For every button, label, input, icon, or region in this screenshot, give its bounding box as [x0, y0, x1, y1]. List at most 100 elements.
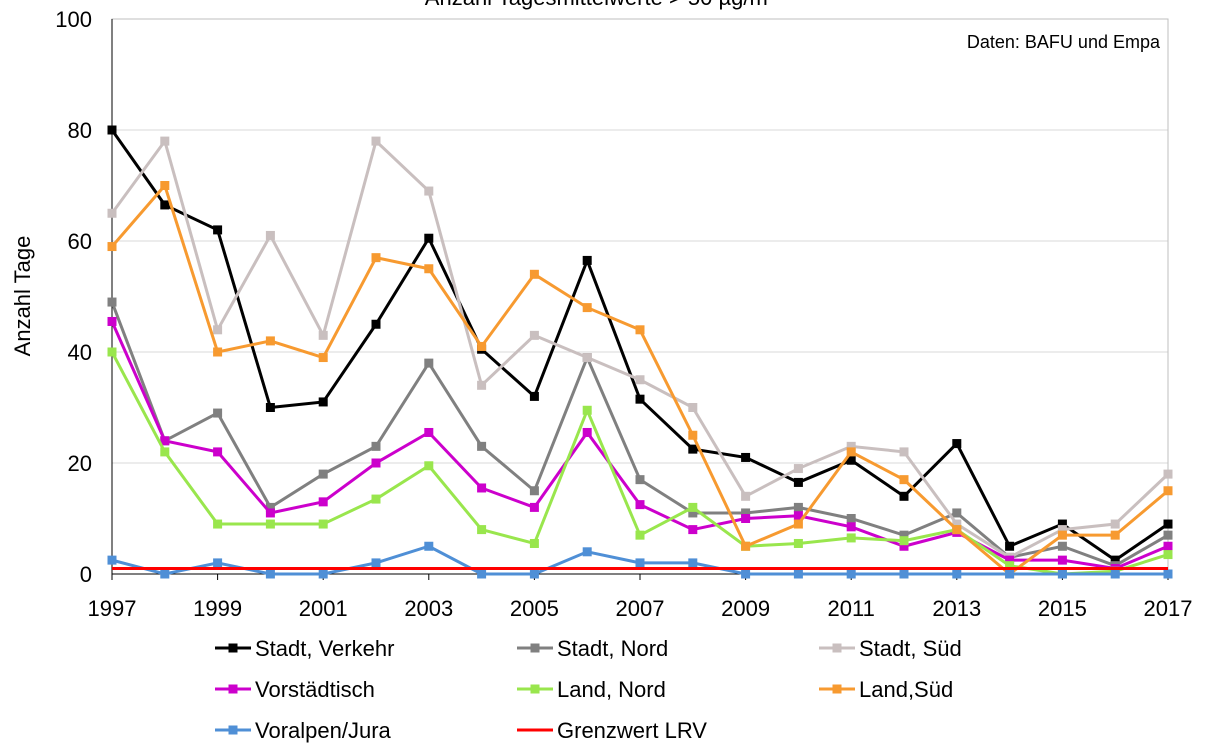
- data-point: [1163, 530, 1173, 540]
- data-point: [213, 519, 223, 529]
- data-point: [477, 441, 487, 451]
- x-tick-label: 2005: [510, 596, 559, 621]
- y-tick-label: 20: [68, 451, 92, 476]
- y-tick-label: 60: [68, 229, 92, 254]
- data-point: [213, 447, 223, 457]
- data-point: [582, 255, 592, 265]
- legend-marker: [228, 684, 238, 694]
- data-point: [741, 491, 751, 501]
- data-point: [1005, 569, 1015, 579]
- data-point: [952, 569, 962, 579]
- data-point: [1163, 469, 1173, 479]
- x-tick-label: 2015: [1038, 596, 1087, 621]
- legend-marker: [228, 643, 238, 653]
- data-point: [318, 497, 328, 507]
- data-point: [899, 530, 909, 540]
- chart-title: Anzahl Tagesmittelwerte > 50 µg/m³: [425, 0, 775, 10]
- data-point: [952, 525, 962, 535]
- x-tick-label: 2011: [828, 596, 875, 621]
- data-point: [318, 330, 328, 340]
- data-point: [1057, 519, 1067, 529]
- data-point: [213, 408, 223, 418]
- data-point: [1057, 569, 1067, 579]
- data-point: [846, 441, 856, 451]
- data-point: [793, 502, 803, 512]
- data-point: [899, 475, 909, 485]
- data-point: [1005, 561, 1015, 571]
- data-point: [371, 558, 381, 568]
- data-point: [582, 405, 592, 415]
- data-point: [160, 200, 170, 210]
- data-point: [424, 233, 434, 243]
- data-point: [793, 538, 803, 548]
- data-point: [424, 541, 434, 551]
- data-point: [582, 353, 592, 363]
- data-point: [424, 264, 434, 274]
- data-point: [107, 555, 117, 565]
- data-point: [582, 427, 592, 437]
- legend-marker: [832, 643, 842, 653]
- y-tick-label: 40: [68, 340, 92, 365]
- data-point: [213, 558, 223, 568]
- data-point: [688, 525, 698, 535]
- data-point: [635, 375, 645, 385]
- data-point: [107, 297, 117, 307]
- x-tick-label: 2009: [721, 596, 770, 621]
- data-point: [529, 391, 539, 401]
- data-point: [1110, 555, 1120, 565]
- data-point: [424, 461, 434, 471]
- data-point: [1110, 530, 1120, 540]
- data-point: [107, 208, 117, 218]
- data-point: [107, 347, 117, 357]
- data-point: [688, 558, 698, 568]
- data-point: [371, 458, 381, 468]
- data-point: [213, 347, 223, 357]
- data-point: [477, 380, 487, 390]
- x-tick-label: 2007: [616, 596, 665, 621]
- data-point: [477, 525, 487, 535]
- data-point: [846, 569, 856, 579]
- data-point: [477, 569, 487, 579]
- data-point: [424, 186, 434, 196]
- x-tick-label: 2001: [299, 596, 348, 621]
- data-point: [952, 519, 962, 529]
- data-point: [635, 475, 645, 485]
- data-point: [529, 486, 539, 496]
- data-point: [1005, 555, 1015, 565]
- y-axis-label: Anzahl Tage: [10, 236, 35, 357]
- data-point: [213, 325, 223, 335]
- data-point: [529, 269, 539, 279]
- legend-label: Stadt, Süd: [859, 636, 962, 661]
- data-point: [265, 336, 275, 346]
- data-point: [635, 394, 645, 404]
- data-point: [265, 569, 275, 579]
- data-point: [318, 397, 328, 407]
- x-tick-label: 1997: [88, 596, 137, 621]
- data-point: [899, 541, 909, 551]
- legend-label: Stadt, Nord: [557, 636, 668, 661]
- data-point: [688, 502, 698, 512]
- y-tick-label: 0: [80, 562, 92, 587]
- series-line: [110, 137, 1170, 560]
- data-point: [1163, 541, 1173, 551]
- data-point: [635, 558, 645, 568]
- data-point: [741, 514, 751, 523]
- data-point: [318, 353, 328, 363]
- data-point: [846, 447, 856, 457]
- data-point: [793, 569, 803, 579]
- data-point: [213, 225, 223, 235]
- data-point: [160, 447, 170, 457]
- data-point: [1163, 569, 1173, 579]
- data-point: [160, 136, 170, 146]
- legend-marker: [832, 684, 842, 694]
- data-point: [265, 502, 275, 512]
- data-point: [741, 569, 751, 579]
- data-point: [582, 303, 592, 313]
- legend-label: Land, Nord: [557, 677, 666, 702]
- data-point: [688, 403, 698, 412]
- data-point: [265, 403, 275, 412]
- data-point: [635, 530, 645, 540]
- data-point: [635, 325, 645, 335]
- data-point: [160, 569, 170, 579]
- data-point: [793, 511, 803, 521]
